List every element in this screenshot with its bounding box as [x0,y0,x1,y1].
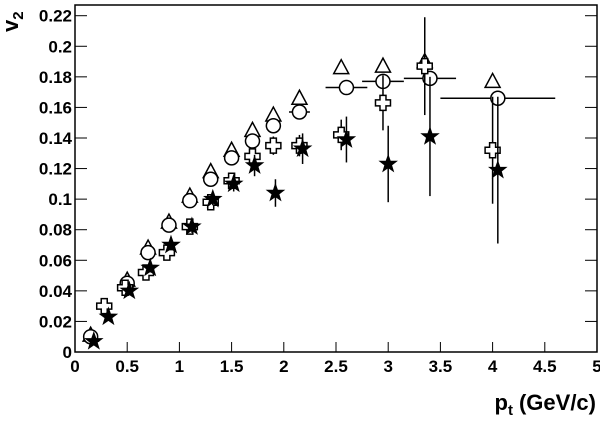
point [182,216,202,235]
y-label-main: v [0,19,23,32]
y-tick-label: 0.08 [39,221,72,240]
y-label-sub: 2 [10,11,27,19]
x-tick-label: 0 [70,357,79,376]
plot-frame [74,4,598,353]
x-tick-label: 1 [175,357,184,376]
x-label-suffix: (GeV/c) [519,390,596,415]
point [98,306,119,326]
point [338,79,355,96]
x-tick-label: 5 [592,357,600,376]
x-label-sub: t [508,402,513,419]
x-label-main: p [495,390,508,415]
point [416,57,433,75]
x-tick-label: 4.5 [533,357,557,376]
y-tick-label: 0.16 [39,98,72,117]
point [244,155,265,174]
point [292,138,313,158]
x-tick-label: 2 [279,357,288,376]
y-tick-label: 0.14 [39,129,73,148]
point [119,280,140,300]
x-axis-label: pt (GeV/c) [495,390,596,419]
y-tick-label: 0.04 [39,282,73,301]
point [265,182,286,202]
point [374,56,392,73]
point [161,234,181,254]
point [223,150,240,166]
y-axis-label: v2 [0,11,27,32]
point [374,94,392,112]
point [488,159,508,179]
y-tick-label: 0.06 [39,251,72,270]
point [202,171,219,188]
x-tick-label: 0.5 [115,357,139,376]
point [332,58,350,75]
x-tick-label: 2.5 [324,357,348,376]
y-tick-label: 0.02 [39,312,72,331]
x-tick-label: 1.5 [220,357,244,376]
x-tick-label: 3 [383,357,392,376]
y-tick-label: 0.2 [48,37,72,56]
y-tick-label: 0.1 [48,190,72,209]
y-tick-label: 0.18 [39,68,72,87]
y-tick-label: 0.22 [39,7,72,26]
x-tick-label: 4 [488,357,498,376]
point [244,133,261,149]
point [223,173,244,193]
point [484,141,501,159]
point [420,126,440,145]
point [483,71,502,89]
point [265,118,282,134]
point [182,192,198,209]
point [84,331,104,350]
x-tick-label: 3.5 [429,357,453,376]
point [140,244,156,261]
point [290,88,309,105]
y-tick-label: 0 [63,343,72,362]
point [140,257,160,277]
point [265,137,282,154]
point [336,129,357,148]
point [291,104,308,120]
y-tick-label: 0.12 [39,160,72,179]
point [161,217,177,233]
point [378,153,398,173]
point [203,188,223,208]
